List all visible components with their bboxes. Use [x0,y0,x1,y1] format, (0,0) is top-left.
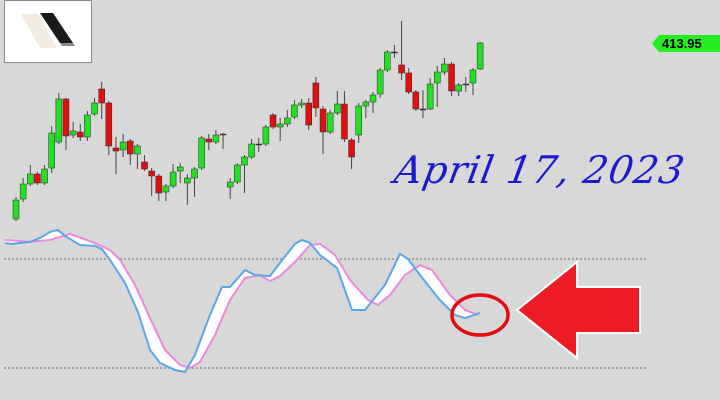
candle-down [319,108,327,133]
candle-up [426,83,434,110]
candle-down [412,91,420,110]
candle-up [355,105,362,136]
candle-up [134,145,141,155]
candle-down [341,103,348,140]
candle-down [62,98,70,137]
candle-up [241,156,248,166]
candle-up [19,183,27,200]
fast-line [4,228,481,374]
candle-up [298,102,305,106]
candles [12,21,484,221]
candle-up [255,143,263,146]
candle-up [419,108,427,111]
candle-down [405,72,412,93]
candle-up [27,173,34,185]
date-annotation: April 17, 2023 [391,148,689,192]
candle-down [398,64,405,74]
candle-up [334,103,341,114]
candle-up [455,84,462,92]
candle-up [469,69,477,84]
candle-up [84,114,91,138]
candle-down [77,131,84,138]
candle-down [155,175,163,194]
candle-up [55,98,63,143]
candle-down [105,102,113,147]
candle-up [226,181,234,188]
candle-up [291,104,298,118]
candle-up [212,134,220,143]
last-price-tag: 413.95 [652,35,720,52]
candle-down [305,102,312,126]
candle-down [348,139,355,158]
candle-up [162,185,170,193]
candle-down [312,82,320,109]
slow-line [4,232,479,370]
candle-down [126,140,134,155]
oscillator-panel [4,228,648,374]
candle-up [462,83,470,86]
candle-up [234,164,241,183]
candle-up [391,51,398,54]
red-arrow-icon [515,259,641,361]
candle-up [326,112,334,133]
candle-up [48,132,55,169]
candle-down [205,138,213,143]
candle-down [448,63,455,92]
highlight-circle [450,293,510,337]
candle-up [284,117,291,125]
candle-up [119,141,127,151]
candle-up [476,42,484,70]
candle-up [12,199,20,220]
candle-up [91,102,98,115]
candle-up [384,51,391,71]
oscillator-band-fill [5,229,481,372]
candle-up [69,130,77,136]
candle-down [269,114,277,128]
logo [4,0,92,63]
candle-up [41,168,48,184]
candle-up [169,171,177,187]
candle-down [148,170,155,177]
candle-up [362,101,370,107]
candle-down [219,133,227,136]
candle-down [112,147,120,152]
candle-up [262,126,270,145]
candle-up [276,123,284,128]
candle-up [184,177,191,184]
candle-down [34,173,41,184]
candle-up [434,71,441,84]
candle-up [441,63,448,73]
candle-up [376,69,384,95]
candle-up [369,94,377,103]
candle-up [198,137,205,169]
candle-down [141,161,148,170]
candle-up [176,166,184,172]
candle-up [248,143,255,158]
last-price-value: 413.95 [662,36,702,51]
candle-up [191,168,198,179]
logo-mark-icon [21,13,75,48]
candle-down [98,88,105,104]
